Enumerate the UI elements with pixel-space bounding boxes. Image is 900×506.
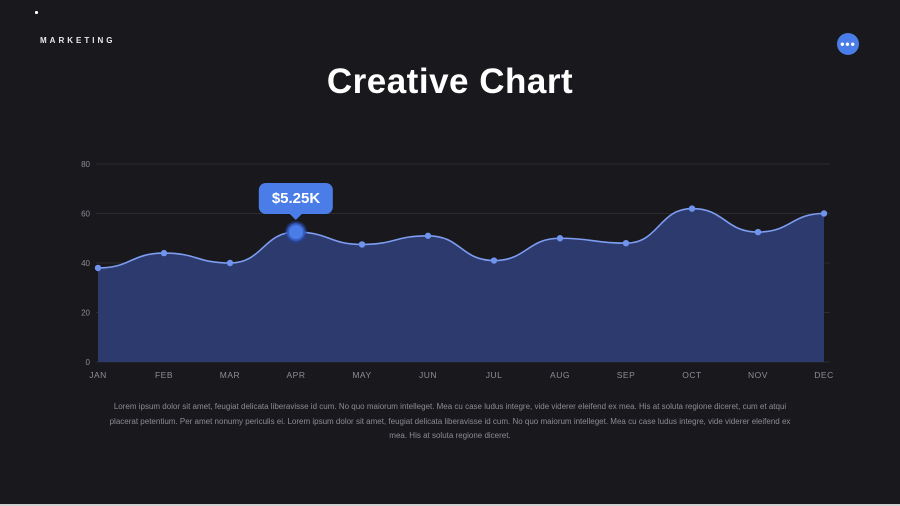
x-axis-label: FEB — [155, 370, 173, 380]
x-axis-label: SEP — [617, 370, 636, 380]
data-point[interactable] — [622, 240, 630, 247]
y-axis-label: 0 — [86, 358, 91, 367]
y-axis-label: 80 — [81, 160, 90, 169]
x-axis-label: MAR — [220, 370, 240, 380]
description-line: placerat petentium. Per amet nonumy peri… — [109, 416, 791, 426]
brand-label: MARKETING — [40, 36, 116, 45]
more-options-button[interactable]: ••• — [837, 33, 859, 55]
page-title: Creative Chart — [326, 62, 574, 101]
y-axis-label: 40 — [81, 259, 90, 268]
x-axis-label: MAY — [352, 370, 371, 380]
highlighted-data-point[interactable] — [285, 221, 307, 244]
description-text: Lorem ipsum dolor sit amet, feugiat deli… — [0, 400, 900, 444]
y-axis-label: 20 — [81, 309, 90, 318]
data-point[interactable] — [358, 241, 366, 248]
area-fill — [98, 208, 824, 362]
data-point[interactable] — [490, 257, 498, 264]
y-axis-label: 60 — [81, 210, 90, 219]
chart-canvas: 0 20 40 60 80 JAN FEB MAR APR MAY JUN JUL AUG SEP OCT N… — [81, 160, 833, 380]
data-point[interactable] — [424, 232, 432, 239]
data-point[interactable] — [820, 210, 828, 217]
area-chart: 0 20 40 60 80 JAN FEB MAR APR MAY JUN JUL AUG SEP OCT N… — [78, 150, 838, 382]
x-axis-label: OCT — [682, 370, 701, 380]
x-axis-label: JUL — [486, 370, 503, 380]
x-axis-label: AUG — [550, 370, 570, 380]
tooltip-value: $5.25K — [271, 190, 321, 208]
corner-dot — [35, 11, 38, 14]
x-axis-label: DEC — [814, 370, 833, 380]
ellipsis-icon: ••• — [840, 37, 856, 51]
data-point[interactable] — [688, 205, 696, 212]
data-point[interactable] — [754, 228, 762, 236]
x-axis-label: APR — [287, 370, 306, 380]
x-axis-label: JUN — [419, 370, 437, 380]
bottom-edge-line — [0, 504, 900, 506]
x-axis-label: JAN — [89, 370, 107, 380]
x-axis-label: NOV — [748, 370, 768, 380]
description-line: mea. His at soluta regione diceret. — [389, 431, 511, 440]
data-point[interactable] — [94, 264, 102, 272]
chart-tooltip: $5.25K — [258, 183, 334, 215]
data-point[interactable] — [226, 259, 234, 267]
data-point[interactable] — [160, 249, 168, 257]
description-line: Lorem ipsum dolor sit amet, feugiat deli… — [113, 402, 787, 411]
data-point[interactable] — [556, 235, 564, 242]
